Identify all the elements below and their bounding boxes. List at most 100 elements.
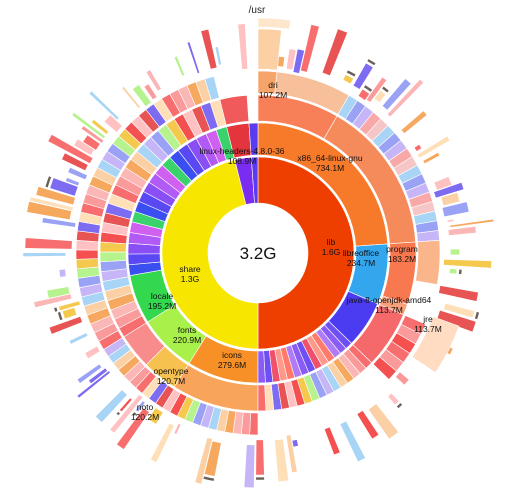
outer-bar bbox=[67, 166, 88, 181]
outer-bar bbox=[65, 177, 80, 187]
total-size-label: 3.2G bbox=[240, 244, 277, 263]
ring2-stripe-share-17 bbox=[215, 126, 235, 161]
ring1-other[interactable] bbox=[250, 156, 259, 204]
ring1-lib[interactable] bbox=[257, 156, 355, 350]
ring2-other[interactable] bbox=[248, 122, 259, 156]
outer-bar bbox=[243, 444, 256, 489]
outer-bar-cap bbox=[53, 306, 59, 313]
outer-bar bbox=[443, 258, 492, 269]
outer-bar bbox=[134, 400, 146, 413]
outer-bar bbox=[342, 74, 354, 85]
outer-bar bbox=[47, 133, 94, 165]
outer-bar bbox=[29, 196, 74, 212]
outer-bar bbox=[422, 152, 441, 165]
ring2-stripe-lib-13 bbox=[257, 350, 266, 384]
outer-bar bbox=[88, 90, 120, 121]
outer-bar-cap bbox=[255, 476, 265, 481]
outer-dri-bar-top bbox=[257, 17, 292, 30]
outer-bar bbox=[68, 332, 89, 345]
ring1-share[interactable] bbox=[161, 159, 259, 350]
outer-bar bbox=[291, 439, 299, 448]
outer-bar bbox=[61, 152, 89, 172]
outer-bar bbox=[367, 403, 400, 440]
outer-bar bbox=[381, 78, 412, 111]
outer-bar bbox=[285, 434, 298, 474]
ring4-stripe-jre-5 bbox=[372, 356, 397, 380]
outer-bar bbox=[214, 46, 222, 66]
outer-bar bbox=[433, 176, 453, 191]
outer-bar bbox=[35, 186, 76, 206]
outer-bar bbox=[48, 315, 83, 335]
outer-bar-cap bbox=[44, 175, 52, 189]
outer-bar bbox=[150, 422, 175, 463]
ring4-stripe-share2-10 bbox=[75, 249, 99, 260]
outer-bar bbox=[116, 407, 150, 450]
outer-bar bbox=[438, 285, 479, 302]
center-circle[interactable] bbox=[210, 205, 306, 301]
outer-bar bbox=[440, 192, 461, 207]
outer-bar bbox=[186, 41, 201, 74]
outer-bar bbox=[449, 268, 458, 275]
outer-bar bbox=[203, 440, 222, 477]
outer-bar bbox=[339, 420, 366, 463]
outer-bar-cap bbox=[346, 69, 357, 78]
outer-bar bbox=[194, 437, 213, 485]
outer-bar-cap bbox=[396, 402, 403, 409]
outer-bar bbox=[41, 217, 77, 228]
outer-bar bbox=[61, 307, 78, 320]
outer-bar bbox=[394, 371, 410, 386]
outer-bar-cap bbox=[363, 84, 373, 93]
outer-bar-cap bbox=[115, 411, 121, 417]
outer-jre-bar bbox=[411, 316, 460, 374]
outer-bar bbox=[121, 85, 141, 109]
outer-bar bbox=[365, 76, 388, 103]
ring4-program-sub[interactable] bbox=[415, 239, 441, 285]
outer-bar-cap bbox=[57, 311, 64, 321]
outer-bar bbox=[46, 286, 71, 299]
outer-bar bbox=[24, 237, 73, 250]
ring4-dri[interactable] bbox=[257, 70, 278, 95]
outer-bar bbox=[82, 134, 101, 151]
outer-bar bbox=[147, 407, 164, 425]
outer-bar bbox=[22, 252, 67, 257]
outer-bar bbox=[119, 397, 133, 413]
outer-bar bbox=[143, 83, 158, 101]
outer-bar bbox=[416, 135, 451, 159]
outer-bar bbox=[447, 226, 477, 236]
outer-bar bbox=[386, 78, 425, 118]
outer-bar bbox=[446, 218, 455, 223]
outer-bar bbox=[103, 114, 123, 133]
outer-bar bbox=[94, 389, 128, 423]
chart-title: /usr bbox=[248, 5, 266, 16]
outer-bar bbox=[131, 84, 152, 108]
outer-bar bbox=[255, 439, 265, 476]
outer-bar bbox=[71, 111, 106, 140]
outer-bar bbox=[88, 367, 108, 385]
ring4-stripe-share-0 bbox=[249, 412, 259, 436]
outer-bar bbox=[274, 438, 290, 483]
outer-bar bbox=[449, 248, 460, 256]
outer-bar bbox=[200, 28, 218, 70]
outer-bar bbox=[373, 89, 387, 104]
outer-bar bbox=[449, 218, 495, 228]
outer-bar bbox=[58, 268, 67, 278]
outer-bar-cap bbox=[474, 311, 480, 320]
outer-bar-cap bbox=[131, 411, 138, 417]
outer-bar-cap bbox=[458, 268, 463, 275]
outer-bar bbox=[443, 302, 475, 319]
outer-bar bbox=[58, 300, 81, 312]
ring4-stripe-share2-35 bbox=[204, 76, 220, 101]
outer-dri-bar bbox=[257, 28, 282, 71]
outer-bar bbox=[285, 48, 297, 71]
outer-bar bbox=[76, 363, 103, 384]
outer-bar bbox=[413, 143, 423, 152]
ring3-stripe-b-8 bbox=[99, 251, 127, 263]
outer-bar bbox=[76, 370, 111, 399]
outer-bar bbox=[356, 409, 380, 440]
outer-bar bbox=[173, 55, 186, 77]
outer-bar bbox=[109, 394, 144, 434]
outer-bar-cap bbox=[202, 475, 215, 482]
outer-bar bbox=[237, 23, 249, 70]
ring3-linux-headers-include[interactable] bbox=[219, 95, 250, 126]
